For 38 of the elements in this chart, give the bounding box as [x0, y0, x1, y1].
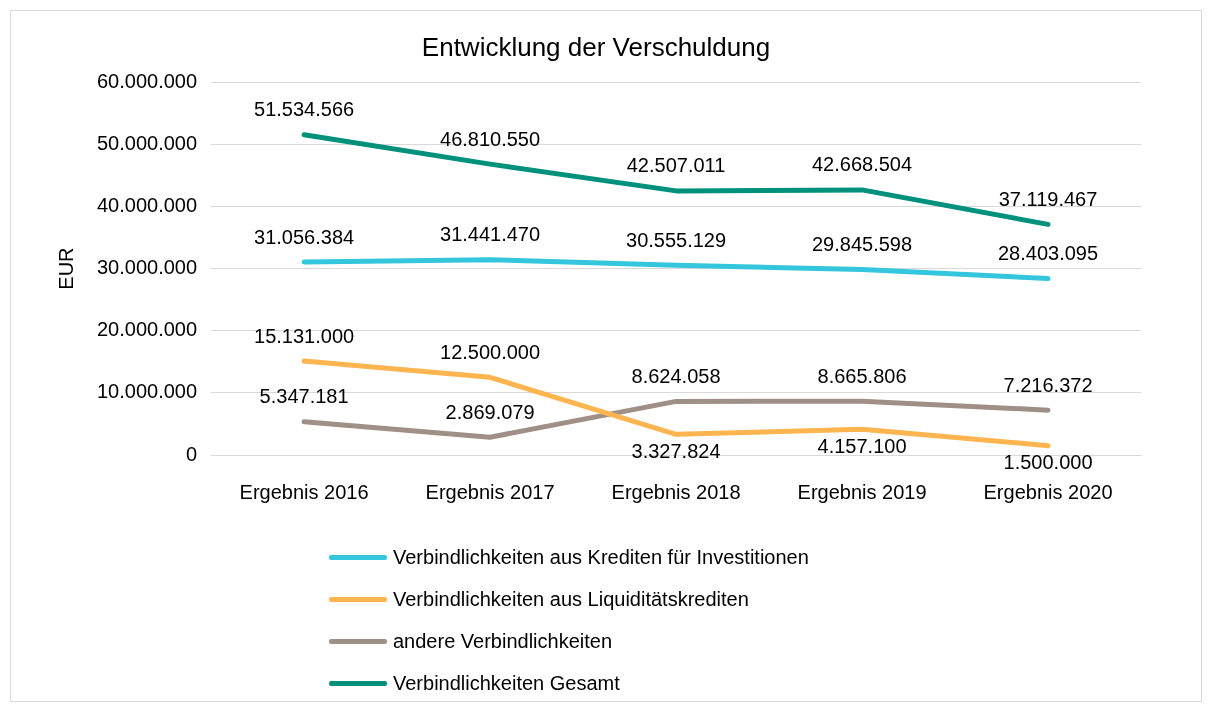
x-tick-label: Ergebnis 2018 [611, 480, 741, 503]
data-label: 15.131.000 [254, 324, 355, 347]
data-label: 37.119.467 [998, 187, 1098, 210]
x-tick-label: Ergebnis 2016 [239, 480, 369, 503]
data-label: 1.500.000 [1003, 451, 1093, 474]
legend-label: andere Verbindlichkeiten [393, 629, 613, 653]
legend-label: Verbindlichkeiten aus Krediten für Investitionen [393, 545, 809, 569]
data-label: 46.810.550 [440, 127, 541, 150]
data-label: 2.869.079 [445, 400, 535, 423]
y-tick-label: 50.000.000 [96, 131, 198, 154]
data-label: 8.665.806 [817, 364, 907, 387]
data-label: 12.500.000 [440, 340, 541, 363]
data-label: 42.507.011 [626, 154, 726, 177]
data-label: 7.216.372 [1003, 373, 1093, 396]
legend-label: Verbindlichkeiten aus Liquiditätskrediten [393, 587, 749, 611]
chart-title: Entwicklung der Verschuldung [421, 31, 771, 62]
data-label: 29.845.598 [811, 233, 913, 256]
data-label: 31.056.384 [254, 225, 355, 248]
data-label: 30.555.129 [625, 228, 727, 251]
data-label: 28.403.095 [997, 242, 1099, 265]
y-tick-label: 10.000.000 [96, 380, 198, 403]
y-tick-label: 0 [185, 442, 198, 465]
y-axis-title: EUR [54, 247, 77, 290]
x-tick-label: Ergebnis 2017 [425, 480, 555, 503]
data-label: 8.624.058 [631, 364, 721, 387]
data-label: 3.327.824 [631, 439, 721, 462]
legend-label: Verbindlichkeiten Gesamt [393, 671, 620, 695]
y-tick-label: 40.000.000 [96, 193, 198, 216]
data-label: 5.347.181 [259, 385, 349, 408]
data-label: 51.534.566 [254, 98, 355, 121]
y-tick-label: 20.000.000 [96, 318, 198, 341]
data-label: 4.157.100 [817, 434, 907, 457]
data-label: 31.441.470 [440, 223, 541, 246]
data-label: 42.668.504 [811, 153, 913, 176]
y-tick-label: 60.000.000 [96, 69, 198, 92]
x-tick-label: Ergebnis 2019 [797, 480, 927, 503]
y-tick-label: 30.000.000 [96, 256, 198, 279]
x-tick-label: Ergebnis 2020 [983, 480, 1113, 503]
